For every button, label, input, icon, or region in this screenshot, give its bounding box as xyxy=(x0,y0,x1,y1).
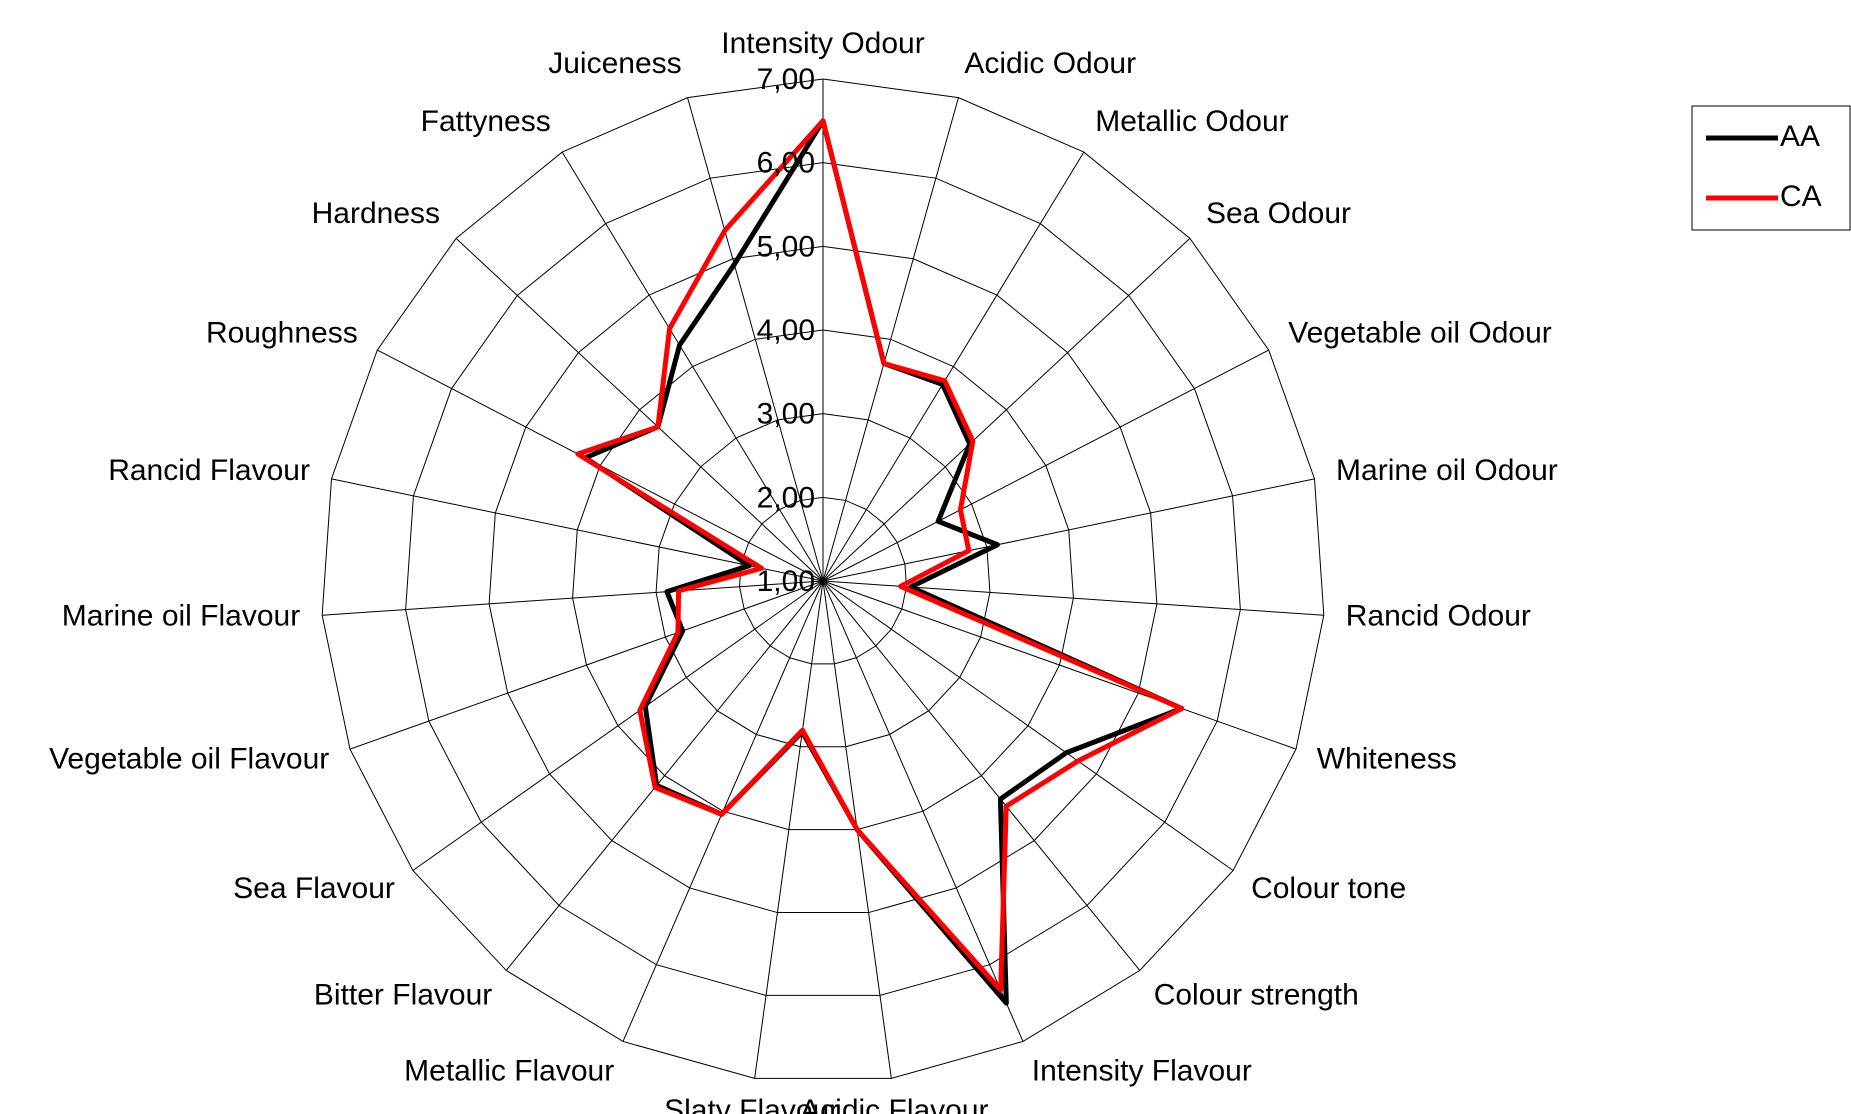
category-label: Acidic Odour xyxy=(964,47,1136,80)
spoke xyxy=(505,580,824,971)
category-label: Sea Odour xyxy=(1206,197,1351,230)
tick-label: 6,00 xyxy=(757,147,815,180)
grid-ring xyxy=(321,78,1325,1079)
legend-label: AA xyxy=(1780,120,1820,153)
spoke xyxy=(455,237,824,582)
grid-ring xyxy=(655,413,991,748)
grid-ring xyxy=(572,329,1074,831)
series-line xyxy=(582,118,1185,1006)
spoke xyxy=(322,580,824,616)
category-label: Acidic Flavour xyxy=(800,1094,988,1114)
category-label: Intensity Flavour xyxy=(1032,1055,1252,1088)
spoke xyxy=(822,580,1297,750)
spoke xyxy=(561,151,824,582)
category-label: Fattyness xyxy=(421,105,551,138)
category-label: Metallic Flavour xyxy=(404,1055,614,1088)
grid-ring xyxy=(405,162,1241,996)
category-label: Sea Flavour xyxy=(233,872,395,905)
legend-label: CA xyxy=(1780,180,1822,213)
category-label: Vegetable oil Odour xyxy=(1288,316,1552,349)
tick-label: 3,00 xyxy=(757,398,815,431)
grid-ring xyxy=(488,245,1158,914)
series-line xyxy=(575,118,1185,993)
spoke xyxy=(822,580,1324,616)
category-label: Whiteness xyxy=(1317,742,1457,775)
tick-label: 7,00 xyxy=(757,63,815,96)
category-label: Rancid Odour xyxy=(1346,599,1531,632)
tick-label: 4,00 xyxy=(757,314,815,347)
spoke xyxy=(331,478,824,582)
spoke xyxy=(822,97,959,582)
spoke xyxy=(822,151,1085,582)
legend-box xyxy=(1691,105,1851,231)
category-label: Vegetable oil Flavour xyxy=(49,742,329,775)
category-label: Juiceness xyxy=(548,47,681,80)
category-label: Marine oil Flavour xyxy=(62,599,300,632)
category-label: Intensity Odour xyxy=(721,27,924,60)
spoke xyxy=(822,237,1191,582)
category-label: Metallic Odour xyxy=(1095,105,1288,138)
category-label: Rancid Flavour xyxy=(108,454,310,487)
grid-ring xyxy=(739,496,907,665)
category-label: Colour strength xyxy=(1154,979,1359,1012)
tick-label: 1,00 xyxy=(757,565,815,598)
spoke xyxy=(349,580,824,750)
spoke xyxy=(822,580,1141,971)
category-label: Roughness xyxy=(206,316,358,349)
spoke xyxy=(822,349,1269,582)
category-label: Colour tone xyxy=(1251,872,1406,905)
spoke xyxy=(822,580,1234,871)
spoke xyxy=(754,580,824,1079)
category-label: Bitter Flavour xyxy=(314,979,492,1012)
spoke xyxy=(412,580,824,871)
category-label: Hardness xyxy=(312,197,440,230)
category-label: Slaty Flavour xyxy=(664,1094,839,1114)
spoke xyxy=(822,580,1024,1042)
spoke xyxy=(822,478,1315,582)
category-label: Marine oil Odour xyxy=(1336,454,1558,487)
tick-label: 2,00 xyxy=(757,481,815,514)
spoke xyxy=(687,97,824,582)
tick-label: 5,00 xyxy=(757,230,815,263)
